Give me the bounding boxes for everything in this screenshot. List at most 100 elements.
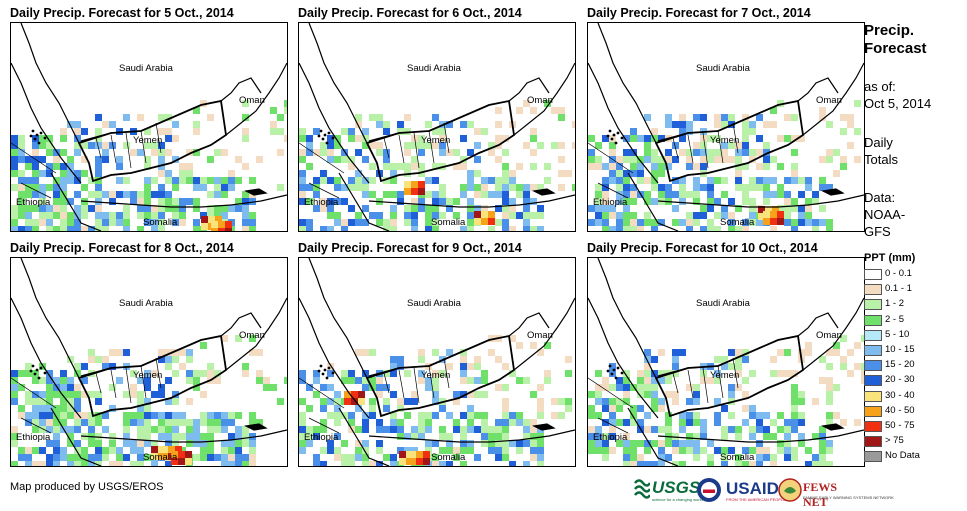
forecast-panel-3: Daily Precip. Forecast for 7 Oct., 2014 … (587, 6, 865, 232)
label-saudi-arabia: Saudi Arabia (696, 298, 751, 309)
border-line (50, 172, 102, 231)
label-oman: Oman (239, 95, 265, 106)
border-line (597, 258, 671, 417)
legend-label: 10 - 15 (885, 344, 915, 355)
panel-title: Daily Precip. Forecast for 7 Oct., 2014 (587, 6, 811, 20)
totals-line2: Totals (864, 152, 898, 167)
island (39, 366, 43, 370)
forecast-panel-2: Daily Precip. Forecast for 6 Oct., 2014 … (298, 6, 576, 232)
panel-title: Daily Precip. Forecast for 5 Oct., 2014 (10, 6, 234, 20)
label-yemen: Yemen (710, 135, 739, 146)
forecast-map-svg: Saudi Arabia Oman Yemen Ethiopia Somalia (588, 23, 864, 231)
legend-label: > 75 (885, 435, 904, 447)
label-yemen: Yemen (421, 370, 450, 381)
fewsnet-logo: FEWS NET FAMINE EARLY WARNING SYSTEMS NE… (778, 475, 894, 509)
island (612, 368, 616, 372)
sidebar-title-line2: Forecast (864, 40, 927, 57)
island (325, 141, 329, 145)
island (610, 137, 614, 141)
island (43, 136, 47, 140)
border-line (338, 172, 390, 231)
fewsnet-wordmark: FEWS NET (803, 480, 838, 509)
precip-grid (299, 100, 575, 231)
legend-label: 2 - 5 (885, 313, 905, 325)
panel-title: Daily Precip. Forecast for 9 Oct., 2014 (298, 241, 522, 255)
border-line (95, 357, 162, 404)
border-line (383, 122, 450, 169)
label-somalia: Somalia (431, 452, 466, 463)
island (33, 137, 37, 141)
legend-label: 30 - 40 (885, 389, 915, 401)
legend-title: PPT (mm) (864, 252, 916, 264)
island (321, 372, 325, 376)
forecast-map: Saudi Arabia Oman Yemen Ethiopia Somalia (10, 22, 288, 232)
usgs-wave-icon (634, 479, 650, 499)
legend-label: 20 - 30 (885, 374, 915, 386)
sidebar-title: Precip. Forecast (864, 22, 927, 58)
label-ethiopia: Ethiopia (304, 197, 339, 208)
forecast-map-svg: Saudi Arabia Oman Yemen Ethiopia Somalia (588, 258, 864, 466)
border-line (657, 194, 864, 208)
island (317, 134, 321, 138)
label-yemen: Yemen (421, 135, 450, 146)
island (29, 369, 33, 373)
island (331, 136, 335, 140)
border-line (338, 407, 390, 466)
island (31, 364, 35, 368)
usaid-tagline: FROM THE AMERICAN PEOPLE (726, 497, 786, 502)
border-line (80, 194, 287, 208)
forecast-map-svg: Saudi Arabia Oman Yemen Ethiopia Somalia (11, 258, 287, 466)
label-oman: Oman (816, 95, 842, 106)
border-line (513, 297, 575, 371)
border-line (368, 429, 575, 443)
legend-swatch (864, 329, 882, 341)
label-saudi-arabia: Saudi Arabia (119, 298, 174, 309)
border-line (508, 312, 550, 337)
border-line (588, 62, 659, 184)
island (608, 364, 612, 368)
data-line1: Data: (864, 190, 896, 205)
label-somalia: Somalia (431, 217, 466, 228)
legend-label: 0 - 0.1 (885, 268, 912, 279)
border-line (225, 297, 287, 371)
map-credit: Map produced by USGS/EROS (10, 481, 164, 493)
forecast-map: Saudi Arabia Oman Yemen Ethiopia Somalia (298, 22, 576, 232)
legend-label: 50 - 75 (885, 420, 915, 431)
border-line (627, 407, 679, 466)
border-line (80, 429, 287, 443)
forecast-map-svg: Saudi Arabia Oman Yemen Ethiopia Somalia (11, 23, 287, 231)
island (606, 134, 610, 138)
as-of-label: as of: (864, 79, 896, 94)
legend-swatch (864, 269, 882, 280)
border-line (532, 423, 556, 431)
totals-line1: Daily (864, 135, 893, 150)
forecast-map: Saudi Arabia Oman Yemen Ethiopia Somalia (587, 257, 865, 467)
label-ethiopia: Ethiopia (304, 432, 339, 443)
usaid-wordmark: USAID (726, 479, 779, 498)
border-line (588, 142, 634, 199)
forecast-map-svg: Saudi Arabia Oman Yemen Ethiopia Somalia (299, 23, 575, 231)
forecast-map-svg: Saudi Arabia Oman Yemen Ethiopia Somalia (299, 258, 575, 466)
fewsnet-tagline: FAMINE EARLY WARNING SYSTEMS NETWORK (803, 495, 894, 500)
border-line (821, 188, 845, 196)
usaid-seal-icon (696, 475, 724, 505)
yemen-outline (77, 99, 227, 183)
island (327, 131, 331, 135)
legend-swatch (864, 345, 882, 356)
label-somalia: Somalia (720, 217, 755, 228)
usgs-tagline: science for a changing world (652, 497, 703, 502)
label-yemen: Yemen (133, 370, 162, 381)
border-line (220, 77, 262, 102)
precip-grid (299, 335, 572, 466)
border-line (95, 122, 162, 169)
label-saudi-arabia: Saudi Arabia (407, 63, 462, 74)
island (33, 372, 37, 376)
border-line (244, 423, 268, 431)
yemen-outline (654, 99, 804, 183)
legend-label: 5 - 10 (885, 328, 910, 340)
island (325, 376, 329, 380)
yemen-outline (365, 99, 515, 183)
precip-grid (588, 100, 861, 231)
legend-label: 40 - 50 (885, 404, 915, 416)
border-line (11, 377, 57, 434)
